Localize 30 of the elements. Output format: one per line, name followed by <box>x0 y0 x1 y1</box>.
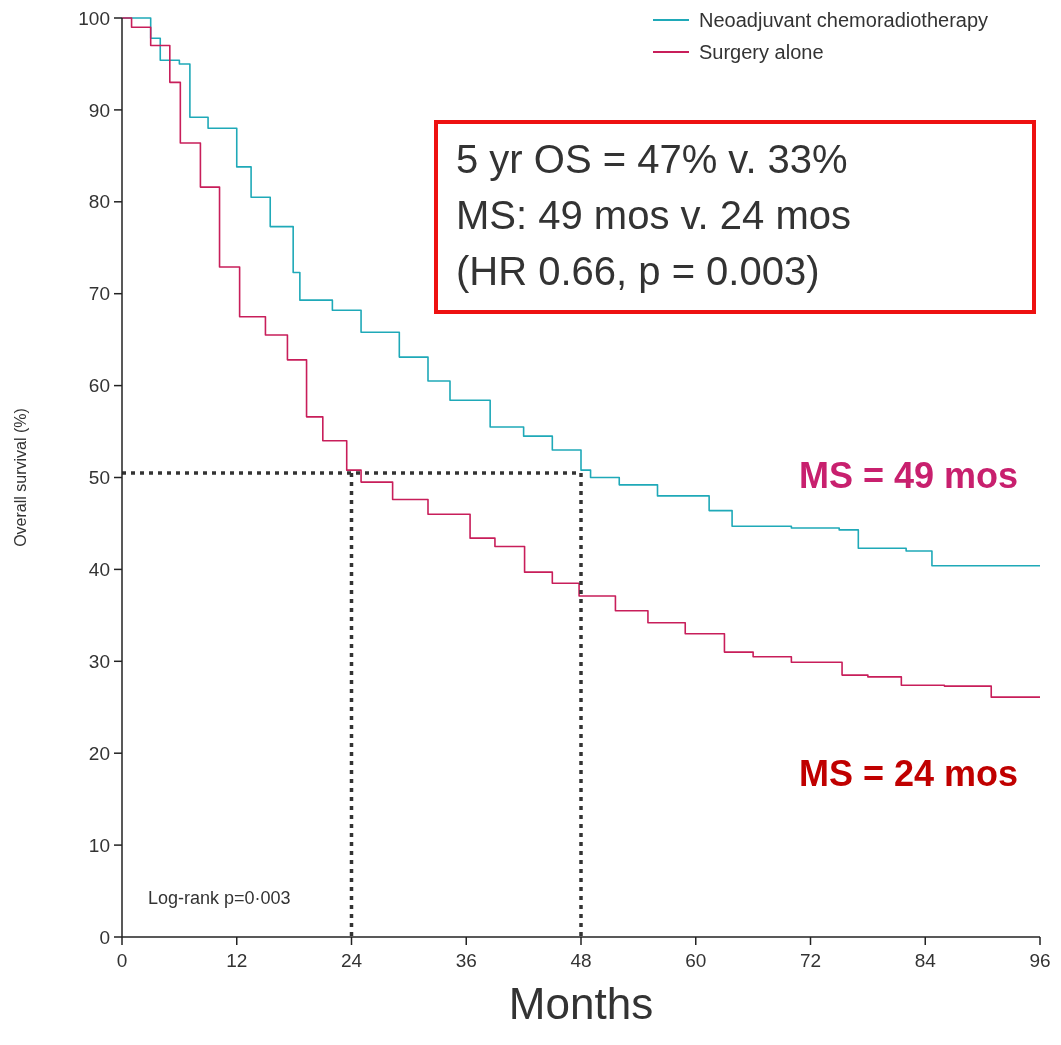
y-tick-label: 50 <box>88 467 110 489</box>
x-tick-label: 0 <box>116 950 128 971</box>
x-tick-label: 36 <box>455 950 477 971</box>
legend-label: Neoadjuvant chemoradiotherapy <box>699 9 989 31</box>
x-tick-label: 48 <box>570 950 592 971</box>
y-tick-label: 70 <box>88 283 110 305</box>
y-tick-label: 80 <box>88 191 110 213</box>
y-axis-title: Overall survival (%) <box>12 408 29 547</box>
annotation: Log-rank p=0·003 <box>148 888 291 908</box>
y-tick-label: 0 <box>99 926 110 948</box>
x-tick-label: 24 <box>340 950 363 971</box>
y-tick-label: 100 <box>78 7 110 29</box>
x-tick-label: 60 <box>685 950 707 971</box>
x-tick-label: 96 <box>1029 950 1051 971</box>
annotation: MS: 49 mos v. 24 mos <box>456 193 851 237</box>
x-axis-title: Months <box>508 979 654 1028</box>
y-tick-label: 90 <box>88 99 110 121</box>
x-tick-label: 72 <box>799 950 822 971</box>
y-tick-label: 10 <box>88 834 110 856</box>
y-tick-label: 40 <box>88 559 110 581</box>
y-tick-label: 20 <box>88 742 110 764</box>
x-tick-label: 12 <box>226 950 248 971</box>
annotation: (HR 0.66, p = 0.003) <box>456 249 820 293</box>
y-tick-label: 60 <box>88 375 110 397</box>
annotation: 5 yr OS = 47% v. 33% <box>456 137 848 181</box>
annotation: MS = 24 mos <box>798 753 1018 794</box>
annotation: MS = 49 mos <box>798 455 1018 496</box>
legend-label: Surgery alone <box>699 41 824 63</box>
y-tick-label: 30 <box>88 650 110 672</box>
x-tick-label: 84 <box>914 950 937 971</box>
